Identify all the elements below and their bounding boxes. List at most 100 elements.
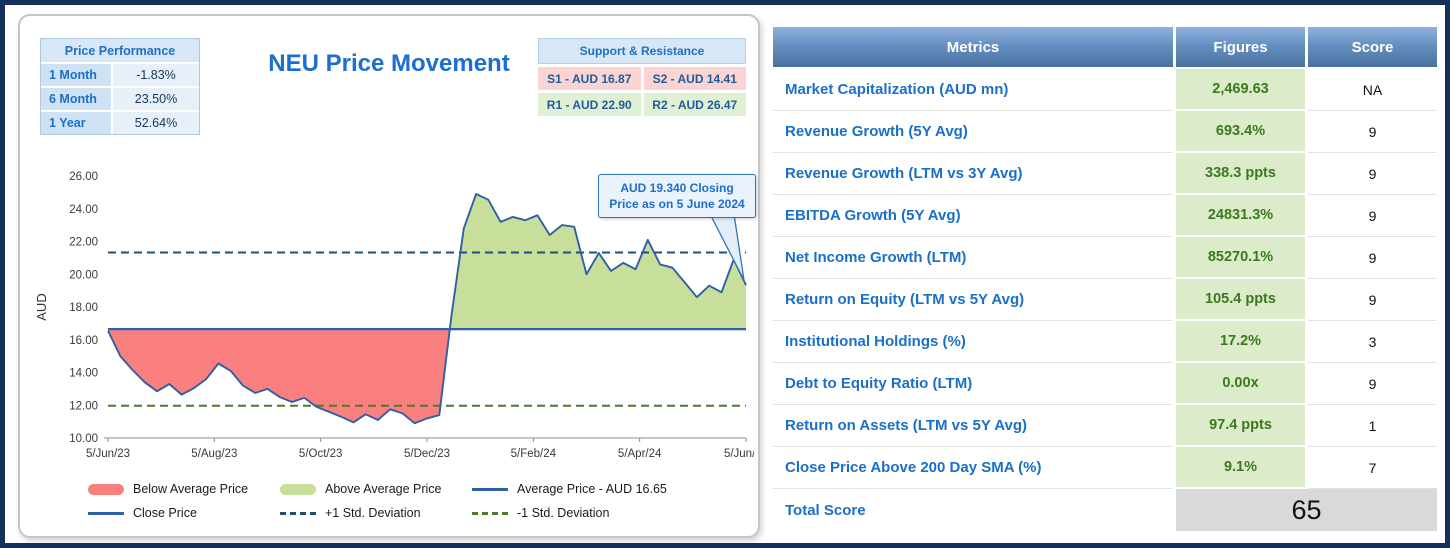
perf-label: 1 Year bbox=[41, 112, 113, 134]
perf-label: 1 Month bbox=[41, 64, 113, 86]
legend-plus-std-deviation: +1 Std. Deviation bbox=[280, 506, 472, 520]
metric-name: Close Price Above 200 Day SMA (%) bbox=[773, 447, 1173, 489]
resistance-1-cell: R1 - AUD 22.90 bbox=[538, 93, 641, 116]
price-chart-panel: Price Performance 1 Month -1.83% 6 Month… bbox=[18, 14, 760, 538]
metrics-table: Metrics Figures Score Market Capitalizat… bbox=[773, 27, 1437, 531]
header-score: Score bbox=[1308, 27, 1437, 67]
perf-value: -1.83% bbox=[113, 64, 199, 86]
svg-text:18.00: 18.00 bbox=[69, 302, 98, 314]
legend-close-price: Close Price bbox=[88, 506, 280, 520]
metric-name: Market Capitalization (AUD mn) bbox=[773, 69, 1173, 111]
metric-score: 9 bbox=[1308, 195, 1437, 237]
closing-price-callout: AUD 19.340 Closing Price as on 5 June 20… bbox=[598, 174, 756, 219]
support-resistance-table: Support & Resistance S1 - AUD 16.87 S2 -… bbox=[538, 38, 746, 116]
perf-row-1month: 1 Month -1.83% bbox=[41, 64, 199, 88]
svg-text:5/Jun/24: 5/Jun/24 bbox=[724, 448, 754, 460]
metric-name: EBITDA Growth (5Y Avg) bbox=[773, 195, 1173, 237]
table-row: Institutional Holdings (%) 17.2% 3 bbox=[773, 321, 1437, 363]
total-score-label: Total Score bbox=[785, 501, 866, 519]
legend-label: Above Average Price bbox=[325, 482, 442, 496]
metric-name: Return on Assets (LTM vs 5Y Avg) bbox=[773, 405, 1173, 447]
metric-figure: 85270.1% bbox=[1176, 237, 1305, 279]
svg-text:AUD: AUD bbox=[34, 293, 49, 320]
callout-line-2: Price as on 5 June 2024 bbox=[609, 197, 745, 212]
svg-text:20.00: 20.00 bbox=[69, 269, 98, 281]
metric-figure: 97.4 ppts bbox=[1176, 405, 1305, 447]
table-row: Revenue Growth (5Y Avg) 693.4% 9 bbox=[773, 111, 1437, 153]
perf-label: 6 Month bbox=[41, 88, 113, 110]
legend-label: Below Average Price bbox=[133, 482, 249, 496]
table-row: Return on Assets (LTM vs 5Y Avg) 97.4 ppt… bbox=[773, 405, 1437, 447]
legend-label: Average Price - AUD 16.65 bbox=[517, 482, 667, 496]
metric-score: 9 bbox=[1308, 111, 1437, 153]
average-price-line-icon bbox=[472, 487, 508, 491]
metric-name: Return on Equity (LTM vs 5Y Avg) bbox=[773, 279, 1173, 321]
support-2-cell: S2 - AUD 14.41 bbox=[643, 67, 746, 90]
price-performance-header: Price Performance bbox=[41, 39, 199, 64]
metric-figure: 0.00x bbox=[1176, 363, 1305, 405]
metric-name: Revenue Growth (5Y Avg) bbox=[773, 111, 1173, 153]
metric-score: 7 bbox=[1308, 447, 1437, 489]
metric-name: Institutional Holdings (%) bbox=[773, 321, 1173, 363]
metric-figure: 338.3 ppts bbox=[1176, 153, 1305, 195]
metric-figure: 105.4 ppts bbox=[1176, 279, 1305, 321]
svg-text:14.00: 14.00 bbox=[69, 368, 98, 380]
chart-title: NEU Price Movement bbox=[268, 50, 510, 77]
table-row: Revenue Growth (LTM vs 3Y Avg) 338.3 ppts… bbox=[773, 153, 1437, 195]
perf-value: 23.50% bbox=[113, 88, 199, 110]
metric-figure: 9.1% bbox=[1176, 447, 1305, 489]
metric-score: 9 bbox=[1308, 237, 1437, 279]
svg-text:24.00: 24.00 bbox=[69, 204, 98, 216]
metric-score: 3 bbox=[1308, 321, 1437, 363]
price-chart-svg: 5/Jun/23 5/Aug/23 5/Oct/23 5/Dec/23 5/Feb/24… bbox=[34, 171, 754, 460]
header-figures: Figures bbox=[1176, 27, 1305, 67]
metric-score: 1 bbox=[1308, 405, 1437, 447]
svg-text:26.00: 26.00 bbox=[69, 171, 98, 183]
svg-text:5/Feb/24: 5/Feb/24 bbox=[511, 448, 557, 460]
support-resistance-header: Support & Resistance bbox=[538, 38, 746, 64]
total-score-value: 65 bbox=[1176, 489, 1437, 531]
support-resistance-grid: S1 - AUD 16.87 S2 - AUD 14.41 R1 - AUD 2… bbox=[538, 67, 746, 116]
table-row: Close Price Above 200 Day SMA (%) 9.1% 7 bbox=[773, 447, 1437, 489]
table-row: Net Income Growth (LTM) 85270.1% 9 bbox=[773, 237, 1437, 279]
legend-above-average: Above Average Price bbox=[280, 482, 472, 496]
legend-label: +1 Std. Deviation bbox=[325, 506, 421, 520]
price-performance-table: Price Performance 1 Month -1.83% 6 Month… bbox=[40, 38, 200, 135]
metric-score: 9 bbox=[1308, 363, 1437, 405]
svg-text:5/Dec/23: 5/Dec/23 bbox=[404, 448, 450, 460]
svg-text:22.00: 22.00 bbox=[69, 237, 98, 249]
total-score-row: Total Score 65 bbox=[773, 489, 1437, 531]
svg-text:5/Oct/23: 5/Oct/23 bbox=[299, 448, 342, 460]
metric-name: Net Income Growth (LTM) bbox=[773, 237, 1173, 279]
chart-legend: Below Average Price Above Average Price … bbox=[88, 482, 712, 520]
metric-figure: 2,469.63 bbox=[1176, 69, 1305, 111]
below-average-swatch-icon bbox=[88, 483, 124, 495]
perf-row-6month: 6 Month 23.50% bbox=[41, 88, 199, 112]
metric-score: 9 bbox=[1308, 153, 1437, 195]
metric-name: Debt to Equity Ratio (LTM) bbox=[773, 363, 1173, 405]
header-metrics: Metrics bbox=[773, 27, 1173, 67]
table-row: Debt to Equity Ratio (LTM) 0.00x 9 bbox=[773, 363, 1437, 405]
metric-figure: 24831.3% bbox=[1176, 195, 1305, 237]
metrics-table-body: Market Capitalization (AUD mn) 2,469.63 NA… bbox=[773, 69, 1437, 531]
metric-figure: 693.4% bbox=[1176, 111, 1305, 153]
svg-text:10.00: 10.00 bbox=[69, 433, 98, 445]
svg-text:12.00: 12.00 bbox=[69, 400, 98, 412]
metrics-table-header: Metrics Figures Score bbox=[773, 27, 1437, 67]
svg-text:5/Jun/23: 5/Jun/23 bbox=[86, 448, 130, 460]
perf-value: 52.64% bbox=[113, 112, 199, 134]
metric-figure: 17.2% bbox=[1176, 321, 1305, 363]
legend-label: -1 Std. Deviation bbox=[517, 506, 610, 520]
legend-label: Close Price bbox=[133, 506, 197, 520]
svg-text:5/Apr/24: 5/Apr/24 bbox=[618, 448, 662, 460]
close-price-line-icon bbox=[88, 511, 124, 515]
table-row: Market Capitalization (AUD mn) 2,469.63 NA bbox=[773, 69, 1437, 111]
svg-text:5/Aug/23: 5/Aug/23 bbox=[191, 448, 237, 460]
minus-std-dash-icon bbox=[472, 511, 508, 515]
metric-score: NA bbox=[1308, 69, 1437, 111]
svg-text:16.00: 16.00 bbox=[69, 335, 98, 347]
perf-row-1year: 1 Year 52.64% bbox=[41, 112, 199, 134]
above-average-swatch-icon bbox=[280, 483, 316, 495]
plus-std-dash-icon bbox=[280, 511, 316, 515]
